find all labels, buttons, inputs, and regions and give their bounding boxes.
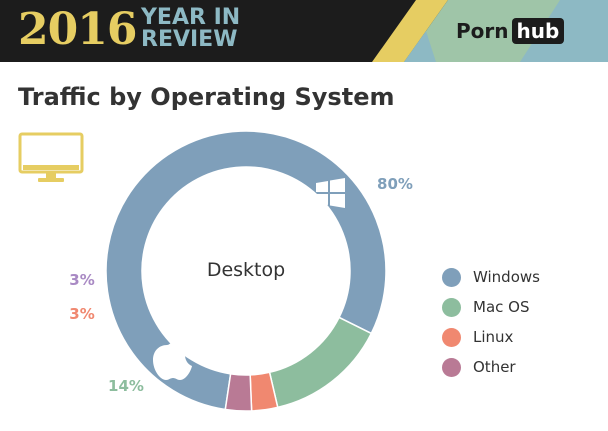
- legend-label: Windows: [473, 268, 540, 286]
- year-in-review-label: YEAR IN REVIEW: [141, 7, 240, 51]
- value-label-linux: 3%: [69, 305, 94, 323]
- legend-label: Linux: [473, 328, 514, 346]
- windows-logo-icon: [316, 178, 345, 208]
- legend-swatch: [442, 297, 461, 317]
- center-label: Desktop: [207, 259, 285, 281]
- value-label-mac-os: 14%: [108, 377, 144, 395]
- logo-right-text: hub: [511, 18, 565, 44]
- header-banner: 2016 YEAR IN REVIEW Porn hub: [0, 0, 608, 62]
- value-label-other: 3%: [69, 271, 94, 289]
- brand-logo: Porn hub: [456, 16, 565, 46]
- legend-swatch: [442, 267, 461, 287]
- apple-logo-icon: [153, 333, 192, 380]
- legend-item-windows: Windows: [442, 262, 540, 292]
- legend-item-mac-os: Mac OS: [442, 292, 540, 322]
- slice-mac-os: [268, 316, 373, 409]
- year-in-text: YEAR IN: [141, 5, 241, 30]
- legend-item-linux: Linux: [442, 322, 540, 352]
- slice-windows: [105, 130, 387, 411]
- slice-other: [224, 373, 253, 412]
- legend-label: Other: [473, 358, 516, 376]
- review-text: REVIEW: [141, 27, 238, 52]
- chart-title: Traffic by Operating System: [18, 83, 395, 111]
- legend-swatch: [442, 357, 461, 377]
- value-label-windows: 80%: [377, 175, 413, 193]
- legend-label: Mac OS: [473, 298, 530, 316]
- legend: Windows Mac OS Linux Other: [442, 262, 540, 382]
- banner-stripes: [372, 0, 608, 62]
- year-label: 2016: [18, 4, 137, 55]
- desktop-monitor-icon: [18, 132, 84, 182]
- logo-left-text: Porn: [456, 19, 509, 43]
- legend-item-other: Other: [442, 352, 540, 382]
- legend-swatch: [442, 327, 461, 347]
